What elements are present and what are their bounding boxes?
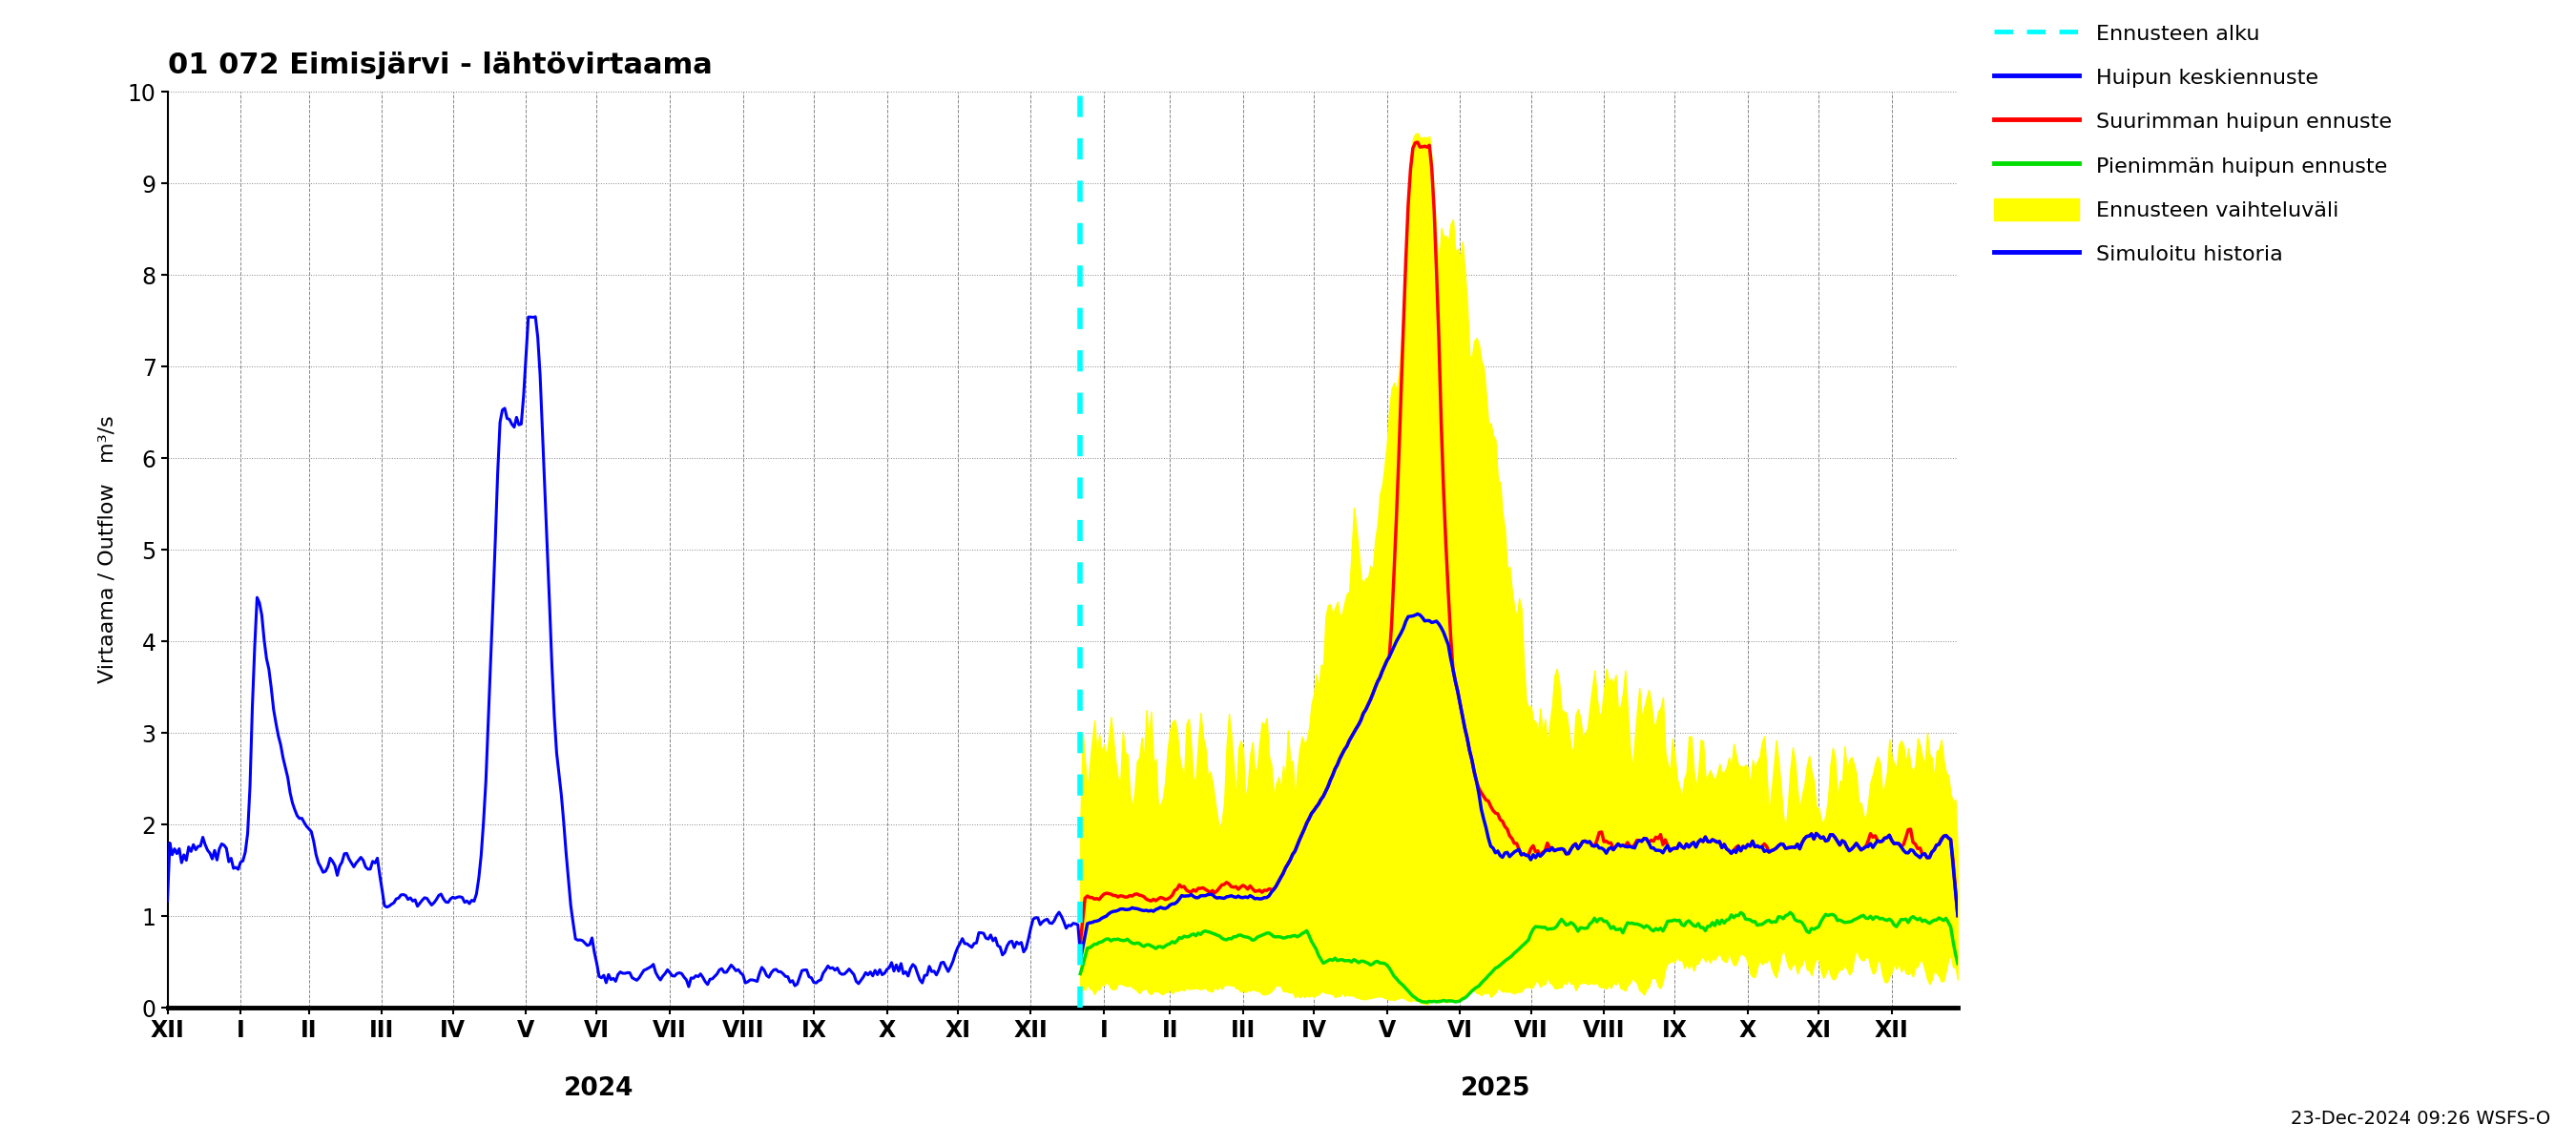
Text: 01 072 Eimisjärvi - lähtövirtaama: 01 072 Eimisjärvi - lähtövirtaama [167, 52, 711, 79]
Text: 23-Dec-2024 09:26 WSFS-O: 23-Dec-2024 09:26 WSFS-O [2290, 1110, 2550, 1128]
Y-axis label: Virtaama / Outflow   m³/s: Virtaama / Outflow m³/s [98, 416, 116, 684]
Text: 2024: 2024 [564, 1076, 634, 1101]
Text: 2025: 2025 [1461, 1076, 1530, 1101]
Legend: Ennusteen alku, Huipun keskiennuste, Suurimman huipun ennuste, Pienimmän huipun : Ennusteen alku, Huipun keskiennuste, Suu… [1994, 22, 2391, 264]
